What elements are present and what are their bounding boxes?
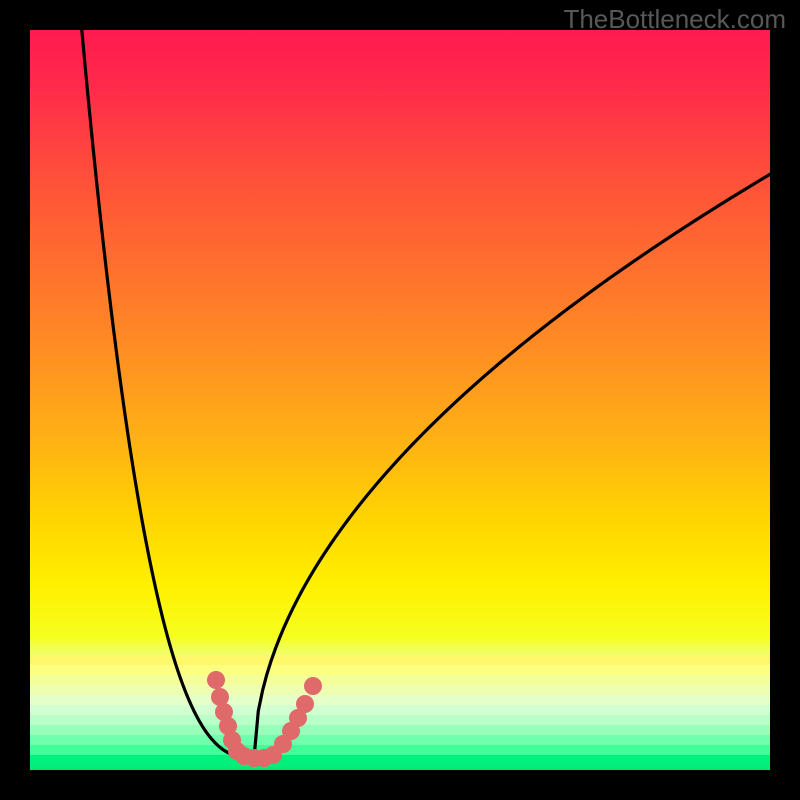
color-band bbox=[30, 655, 770, 666]
color-band bbox=[30, 715, 770, 726]
marker-dot bbox=[296, 695, 314, 713]
color-band bbox=[30, 735, 770, 746]
marker-dot bbox=[207, 671, 225, 689]
chart-root: TheBottleneck.com bbox=[0, 0, 800, 800]
color-band bbox=[30, 755, 770, 766]
color-band bbox=[30, 725, 770, 736]
color-band bbox=[30, 685, 770, 696]
color-band bbox=[30, 745, 770, 756]
marker-dot bbox=[304, 677, 322, 695]
color-band bbox=[30, 695, 770, 706]
watermark-text: TheBottleneck.com bbox=[563, 4, 786, 35]
color-band bbox=[30, 675, 770, 686]
color-band bbox=[30, 665, 770, 676]
chart-svg bbox=[0, 0, 800, 800]
color-band bbox=[30, 705, 770, 716]
